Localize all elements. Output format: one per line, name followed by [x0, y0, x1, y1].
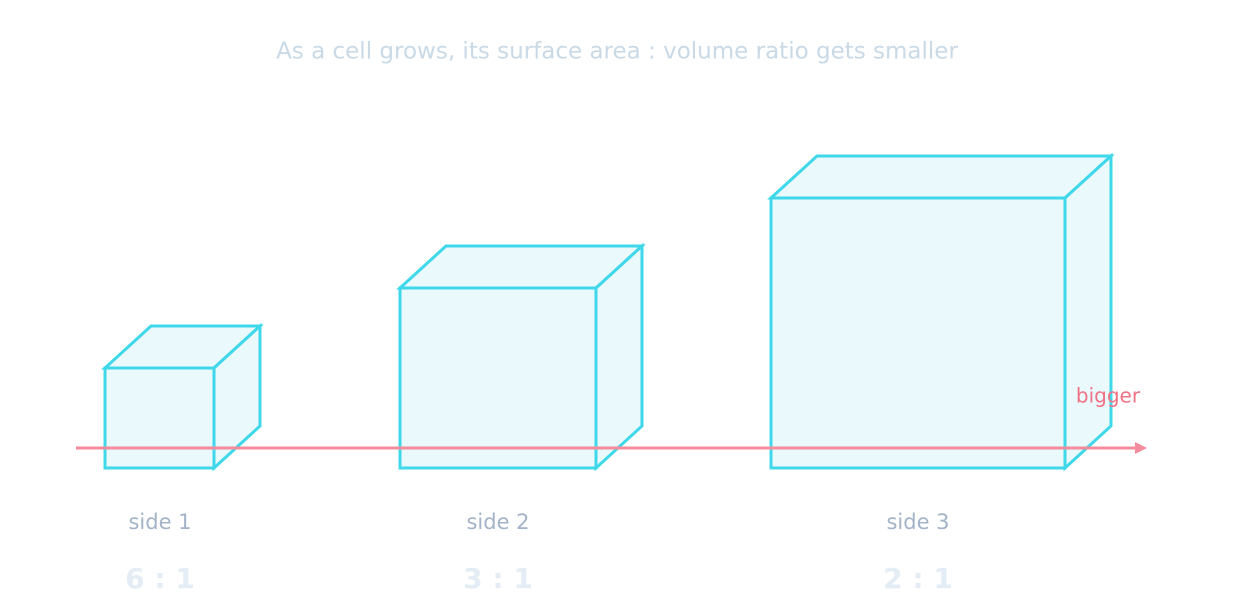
- arrow-head: [1135, 442, 1147, 454]
- cube-large: [767, 152, 1115, 472]
- title: As a cell grows, its surface area : volu…: [276, 39, 958, 65]
- cube-small: [101, 322, 264, 472]
- ratio: 2 : 1: [883, 562, 953, 595]
- cube-label: side 3: [886, 510, 949, 534]
- cube-label: side 1: [128, 510, 191, 534]
- ratio: 3 : 1: [463, 562, 533, 595]
- arrow-label: bigger: [1076, 384, 1141, 408]
- cube-label: side 2: [466, 510, 529, 534]
- ratio: 6 : 1: [125, 562, 195, 595]
- cube-medium: [396, 242, 646, 472]
